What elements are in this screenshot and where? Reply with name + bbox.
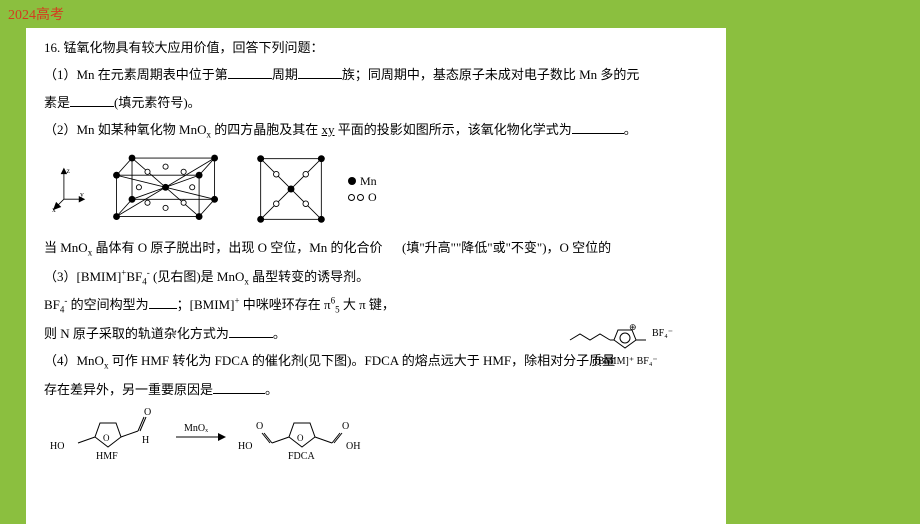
q2-line2: 当 MnOx 晶体有 O 原子脱出时，出现 O 空位，Mn 的化合价 (填"升高… xyxy=(44,234,708,262)
svg-text:O: O xyxy=(103,433,110,443)
svg-text:y: y xyxy=(80,190,84,199)
svg-text:HO: HO xyxy=(50,441,64,452)
q1-line2: 素是(填元素符号)。 xyxy=(44,89,708,116)
xy-projection-diagram xyxy=(252,150,330,228)
o-ring-icon xyxy=(348,194,355,201)
q3-line2: BF4- 的空间构型为；[BMIM]+ 中咪唑环存在 π65 大 π 键， xyxy=(44,291,708,319)
axes-icon: z y x xyxy=(52,164,86,214)
crystal-figure-row: z y x xyxy=(52,146,708,232)
o-ring-icon xyxy=(357,194,364,201)
blank xyxy=(70,94,114,107)
svg-text:FDCA: FDCA xyxy=(288,451,315,461)
reaction-scheme: HO O H O HMF MnOₓ HO O O OH xyxy=(48,403,708,461)
fdca-molecule: HO O O OH O FDCA xyxy=(234,403,374,461)
blank xyxy=(298,66,342,79)
svg-text:O: O xyxy=(342,421,349,432)
svg-text:z: z xyxy=(66,166,70,175)
blank xyxy=(213,381,265,394)
exam-page: 16. 锰氧化物具有较大应用价值，回答下列问题： （1）Mn 在元素周期表中位于… xyxy=(26,28,726,524)
svg-text:HO: HO xyxy=(238,441,252,452)
q4-line2: 存在差异外，另一重要原因是。 xyxy=(44,376,708,403)
q3-line1: （3）[BMIM]+BF4- (见右图)是 MnOx 晶型转变的诱导剂。 xyxy=(44,263,708,291)
svg-text:O: O xyxy=(297,433,304,443)
blank xyxy=(229,325,273,338)
bmim-structure: ⊕ BF₄⁻ xyxy=(566,318,686,352)
blank xyxy=(228,66,272,79)
q2-line1: （2）Mn 如某种氧化物 MnOx 的四方晶胞及其在 xy 平面的投影如图所示，… xyxy=(44,116,708,144)
svg-text:OH: OH xyxy=(346,441,360,452)
unit-cell-diagram xyxy=(104,146,234,232)
hmf-molecule: HO O H O HMF xyxy=(48,403,168,461)
q-intro: 16. 锰氧化物具有较大应用价值，回答下列问题： xyxy=(44,34,708,61)
q1-line1: （1）Mn 在元素周期表中位于第周期族；同周期中，基态原子未成对电子数比 Mn … xyxy=(44,61,708,88)
header-title: 2024高考 xyxy=(8,8,64,23)
blank xyxy=(149,296,177,309)
svg-text:⊕: ⊕ xyxy=(629,322,637,332)
figure-legend: Mn O xyxy=(348,173,377,207)
blank xyxy=(572,121,624,134)
bmim-bf4-figure: ⊕ BF₄⁻ [BMIM]⁺ BF₄⁻ xyxy=(566,318,686,368)
svg-text:BF₄⁻: BF₄⁻ xyxy=(652,328,673,339)
slide-header: 2024高考 xyxy=(0,0,920,28)
bmim-label: [BMIM]⁺ BF₄⁻ xyxy=(566,356,686,368)
svg-text:HMF: HMF xyxy=(96,451,118,461)
svg-text:MnOₓ: MnOₓ xyxy=(184,423,208,434)
svg-text:x: x xyxy=(52,205,56,214)
svg-text:H: H xyxy=(142,435,149,446)
svg-text:O: O xyxy=(256,421,263,432)
svg-text:O: O xyxy=(144,407,151,418)
reaction-arrow: MnOₓ xyxy=(174,417,228,447)
mn-dot-icon xyxy=(348,177,356,185)
